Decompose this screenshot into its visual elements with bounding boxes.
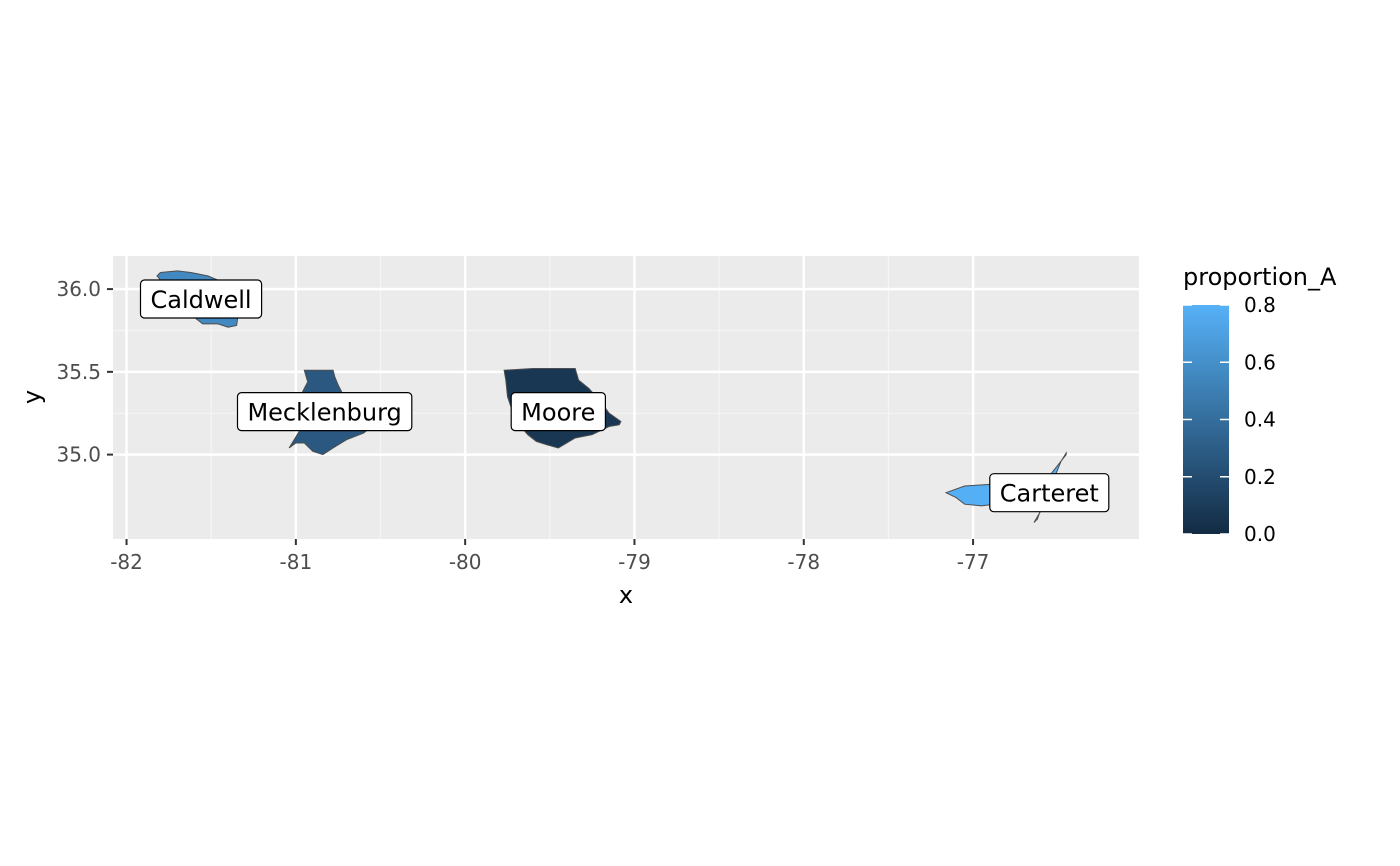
county-label-text: Caldwell xyxy=(150,286,251,314)
legend-break-label: 0.2 xyxy=(1244,465,1276,489)
y-axis: 35.0 35.5 36.0 xyxy=(56,277,113,467)
y-tick-label: 36.0 xyxy=(56,277,101,301)
x-tick-label: -80 xyxy=(449,550,482,574)
x-tick-label: -81 xyxy=(280,550,313,574)
y-tick-label: 35.0 xyxy=(56,443,101,467)
color-legend: proportion_A 0.0 0.2 0.4 0.6 0.8 xyxy=(1183,263,1337,546)
county-label-text: Moore xyxy=(521,399,595,427)
legend-break-label: 0.4 xyxy=(1244,408,1276,432)
x-tick-label: -82 xyxy=(110,550,143,574)
legend-ticks: 0.0 0.2 0.4 0.6 0.8 xyxy=(1183,293,1276,546)
y-tick-label: 35.5 xyxy=(56,360,101,384)
county-label-carteret: Carteret xyxy=(989,473,1110,513)
x-tick-label: -79 xyxy=(618,550,651,574)
county-label-box xyxy=(236,392,413,432)
x-axis: -82 -81 -80 -79 -78 -77 xyxy=(110,539,989,574)
x-tick-label: -78 xyxy=(787,550,820,574)
y-axis-title: y xyxy=(18,390,46,404)
legend-break-label: 0.6 xyxy=(1244,350,1276,374)
legend-title: proportion_A xyxy=(1183,263,1337,291)
county-label-mecklenburg: Mecklenburg xyxy=(236,392,413,432)
major-gridlines xyxy=(113,256,1139,539)
county-label-box xyxy=(989,473,1110,513)
x-axis-title: x xyxy=(619,581,633,609)
x-tick-label: -77 xyxy=(957,550,990,574)
county-label-box xyxy=(139,279,263,319)
county-label-box xyxy=(510,392,607,432)
county-label-text: Mecklenburg xyxy=(247,399,401,427)
county-label-caldwell: Caldwell xyxy=(139,279,263,319)
county-label-moore: Moore xyxy=(510,392,607,432)
county-labels: Caldwell Mecklenburg Moore Carteret xyxy=(139,279,1110,513)
legend-break-label: 0.8 xyxy=(1244,293,1276,317)
county-label-text: Carteret xyxy=(1000,480,1099,508)
legend-break-label: 0.0 xyxy=(1244,522,1276,546)
